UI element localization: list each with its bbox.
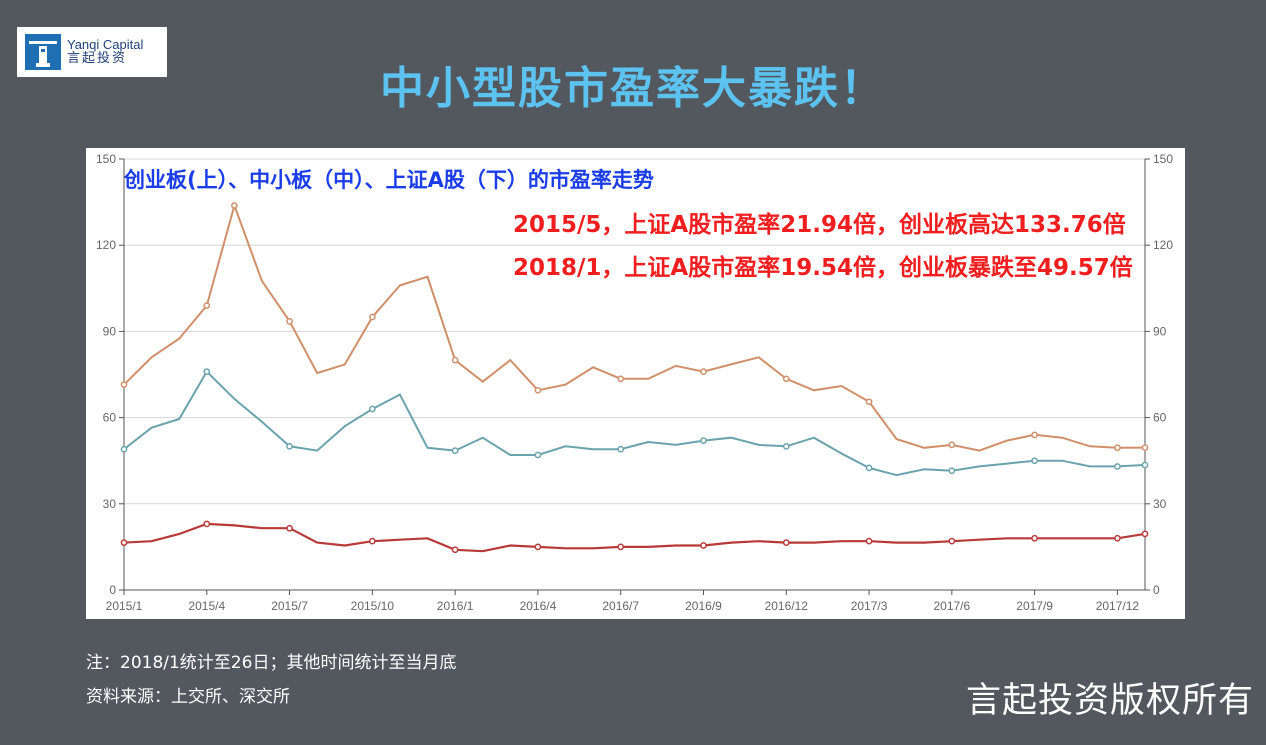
- data-point: [286, 524, 293, 532]
- data-point: [451, 546, 459, 554]
- data-point: [369, 405, 376, 413]
- data-point: [865, 398, 873, 406]
- x-tick-label: 2015/10: [351, 599, 395, 613]
- data-point: [1031, 431, 1038, 439]
- slide-title: 中小型股市盈率大暴跌！: [380, 63, 886, 114]
- data-point: [1031, 534, 1038, 542]
- data-point: [782, 442, 790, 450]
- data-point: [617, 445, 625, 453]
- chart-canvas: 0 0 30 30 60 60 90 90 120 120 150 150 2015/1 2015/4 20…: [96, 152, 1173, 613]
- y-tick-label-right: 150: [1153, 152, 1173, 166]
- y-tick-label-left: 60: [103, 411, 117, 425]
- annotation-2015: 2015/5，上证A股市盈率21.94倍，创业板高达133.76倍: [513, 212, 1126, 238]
- x-tick-label: 2016/1: [437, 599, 474, 613]
- data-source: 资料来源：上交所、深交所: [86, 687, 290, 707]
- y-tick-label-right: 30: [1153, 497, 1167, 511]
- data-point: [1114, 444, 1121, 452]
- x-tick-label: 2017/12: [1096, 599, 1140, 613]
- x-tick-label: 2017/6: [933, 599, 970, 613]
- y-tick-label-left: 30: [103, 497, 117, 511]
- y-tick-label-left: 90: [103, 324, 117, 338]
- data-point: [948, 441, 956, 449]
- data-point: [782, 539, 790, 546]
- x-tick-label: 2015/1: [106, 599, 143, 613]
- data-point: [1141, 530, 1149, 538]
- y-tick-label-left: 0: [109, 583, 116, 597]
- data-point: [782, 375, 790, 383]
- data-point: [700, 437, 707, 444]
- data-point: [369, 313, 376, 321]
- x-tick-label: 2016/7: [602, 599, 639, 613]
- data-point: [231, 202, 238, 209]
- data-point: [120, 381, 128, 388]
- data-point: [203, 520, 211, 528]
- data-point: [865, 537, 873, 545]
- data-point: [451, 356, 459, 364]
- data-point: [1114, 463, 1121, 470]
- data-point: [865, 464, 873, 472]
- data-point: [120, 445, 128, 453]
- series-line-1: [123, 369, 1146, 477]
- y-tick-label-right: 0: [1153, 583, 1160, 597]
- data-point: [120, 539, 128, 546]
- x-tick-label: 2015/7: [271, 599, 308, 613]
- data-point: [617, 375, 625, 383]
- data-point: [700, 542, 707, 549]
- data-point: [286, 442, 293, 450]
- copyright-text: 言起投资版权所有: [965, 681, 1254, 721]
- company-logo: Yanqi Capital 言起投资: [17, 27, 167, 77]
- data-point: [203, 302, 211, 309]
- data-point: [700, 368, 707, 375]
- chart-title: 创业板(上）、中小板（中）、上证A股（下）的市盈率走势: [124, 168, 654, 192]
- data-point: [286, 317, 293, 325]
- data-point: [1141, 461, 1149, 469]
- x-tick-label: 2016/9: [685, 599, 722, 613]
- x-tick-label: 2017/3: [851, 599, 888, 613]
- chart-annotations: 2015/5，上证A股市盈率21.94倍，创业板高达133.76倍 2018/1…: [513, 204, 1133, 290]
- data-point: [1141, 444, 1149, 451]
- data-point: [617, 543, 625, 551]
- y-tick-label-right: 60: [1153, 411, 1167, 425]
- lighthouse-icon: [25, 34, 61, 70]
- pe-ratio-chart: 0 0 30 30 60 60 90 90 120 120 150 150 2015/1 2015/4 20…: [86, 148, 1185, 619]
- data-point: [948, 467, 956, 475]
- data-point: [534, 543, 542, 551]
- y-tick-label-left: 120: [96, 238, 116, 252]
- data-point: [534, 451, 542, 459]
- logo-english-name: Yanqi Capital: [67, 36, 144, 52]
- y-tick-label-left: 150: [96, 152, 116, 166]
- x-tick-label: 2016/12: [765, 599, 809, 613]
- data-point: [1031, 457, 1038, 465]
- x-tick-label: 2017/9: [1016, 599, 1053, 613]
- logo-chinese-name: 言起投资: [67, 51, 128, 66]
- y-tick-label-right: 120: [1153, 238, 1173, 252]
- series-line-2: [123, 522, 1146, 553]
- data-point: [1114, 534, 1121, 542]
- data-point: [451, 447, 459, 454]
- annotation-2018: 2018/1，上证A股市盈率19.54倍，创业板暴跌至49.57倍: [513, 255, 1133, 281]
- data-point: [534, 386, 542, 394]
- data-point: [948, 537, 956, 545]
- x-tick-label: 2016/4: [520, 599, 557, 613]
- data-point: [369, 537, 376, 545]
- series-line-0: [123, 202, 1146, 452]
- y-tick-label-right: 90: [1153, 324, 1167, 338]
- footnote: 注：2018/1统计至26日；其他时间统计至当月底: [86, 653, 457, 673]
- data-point: [203, 368, 211, 375]
- x-tick-label: 2015/4: [188, 599, 225, 613]
